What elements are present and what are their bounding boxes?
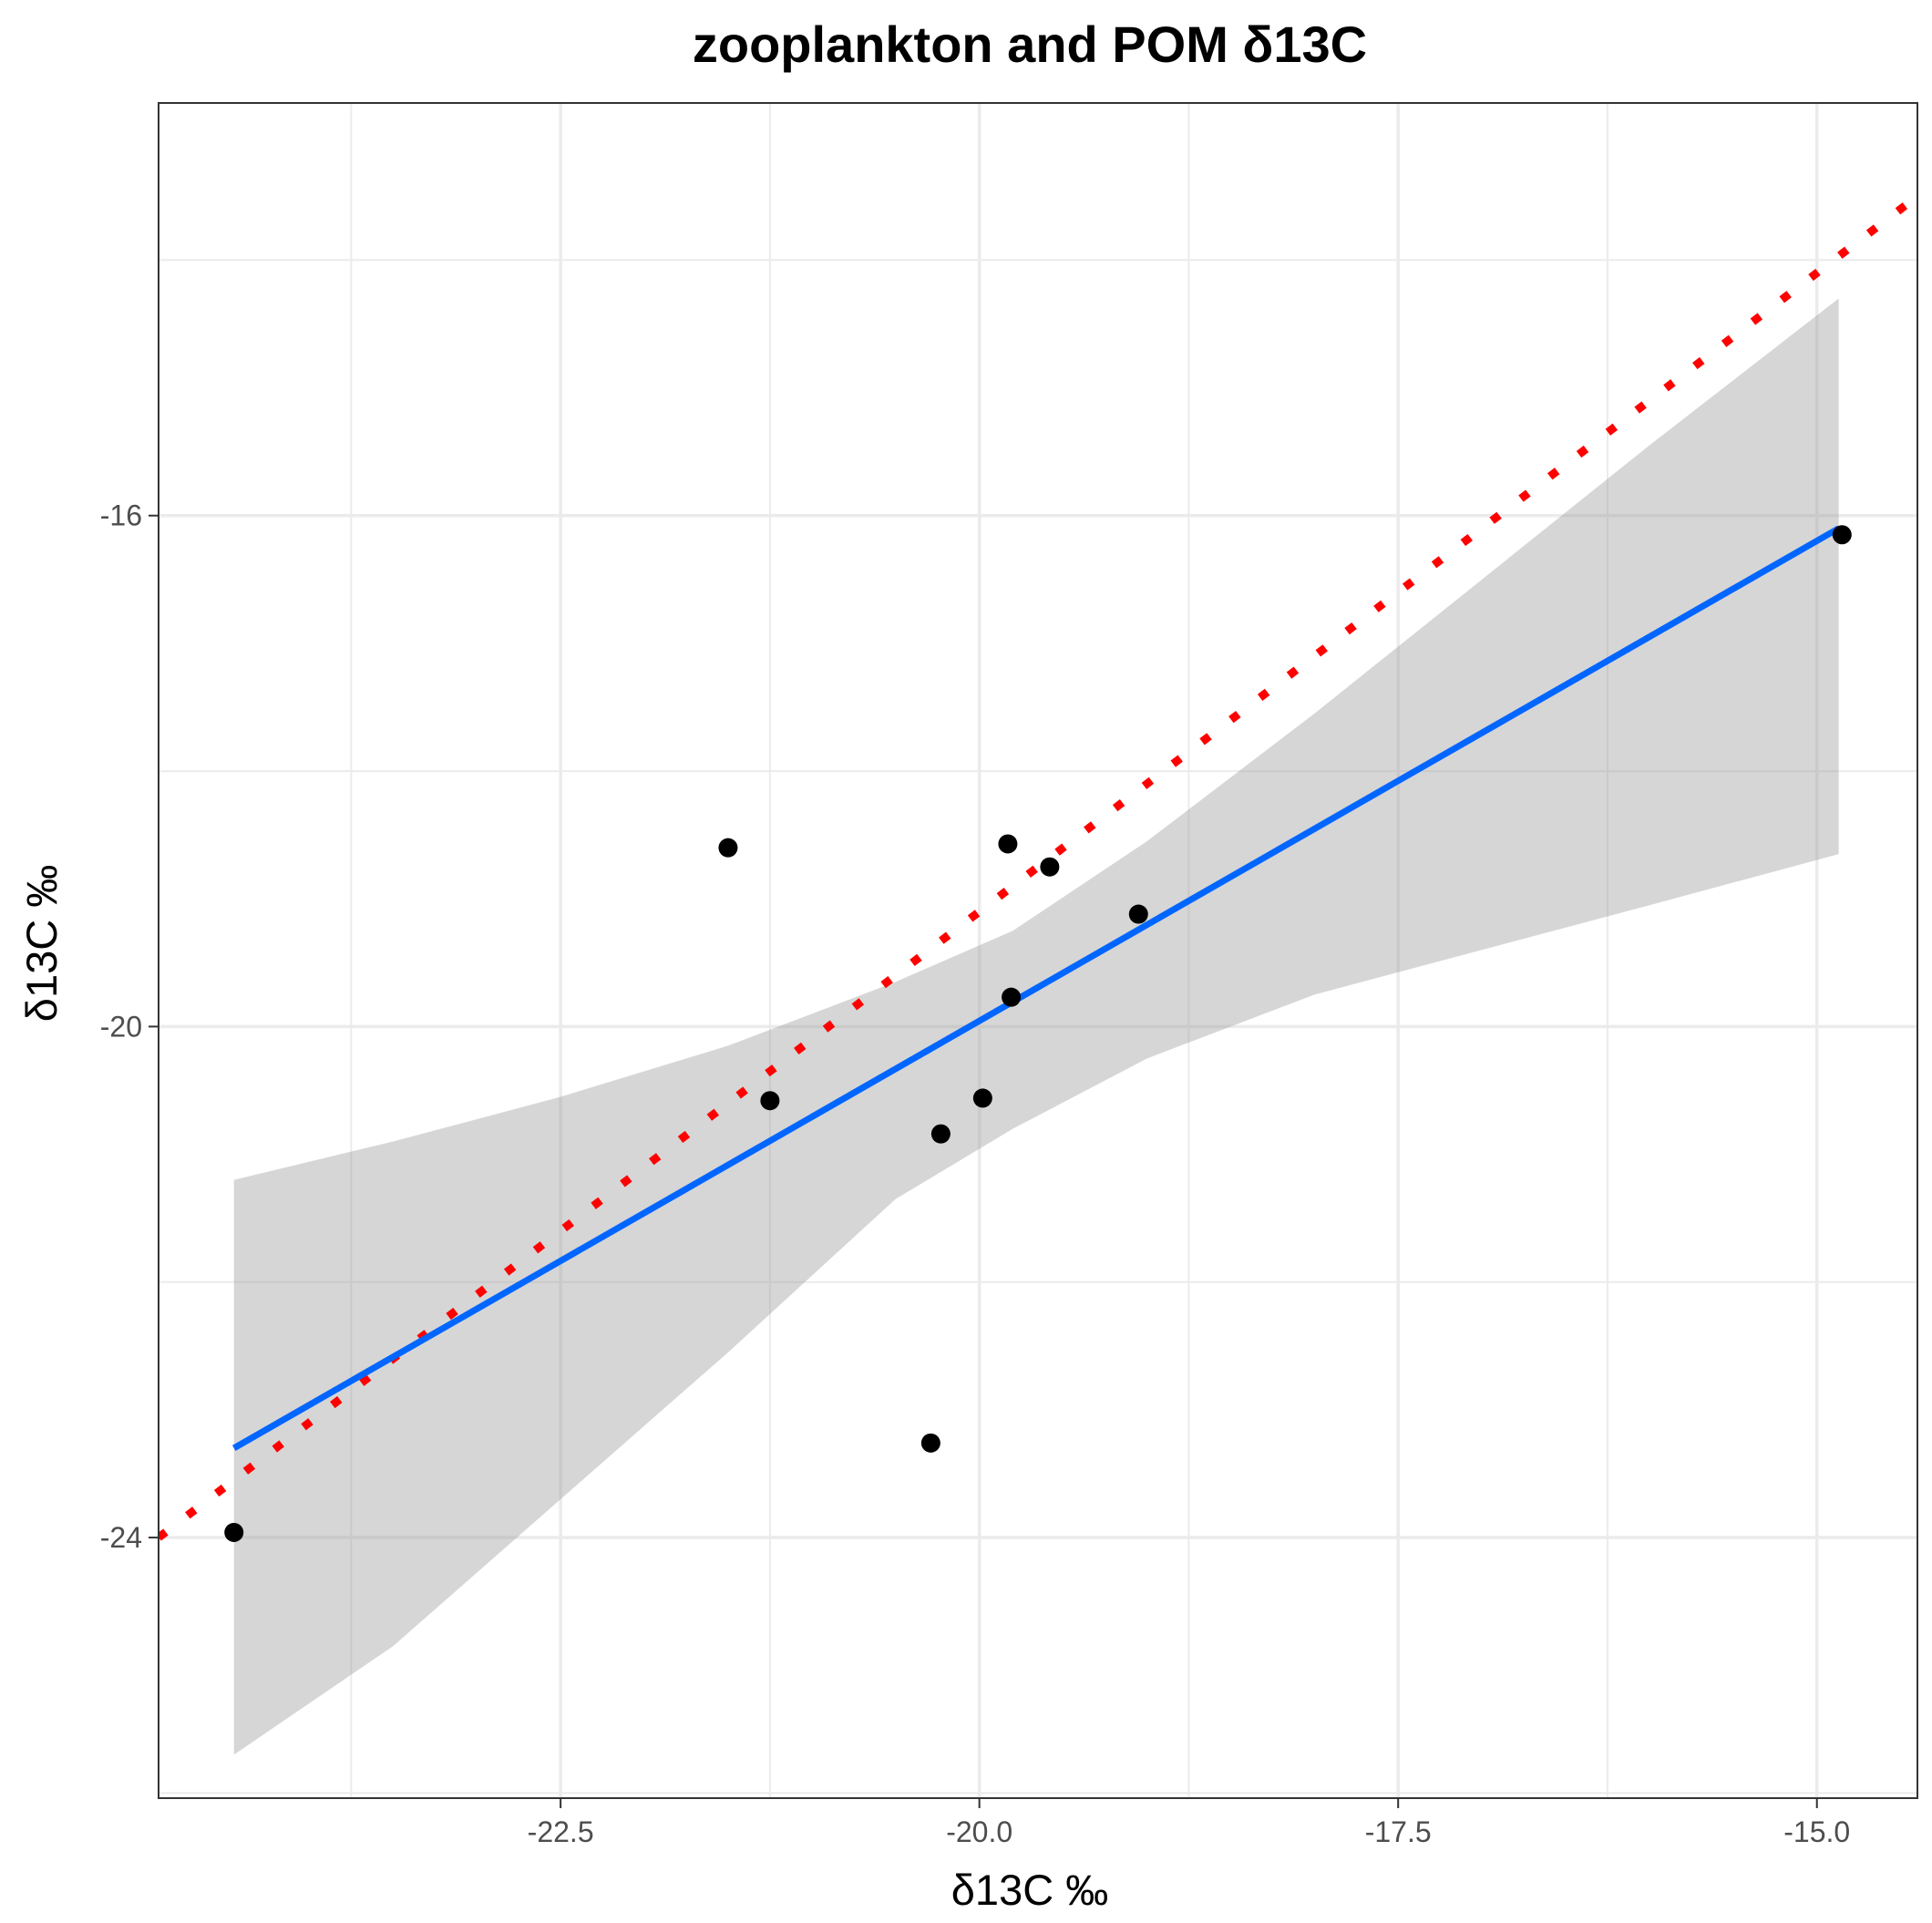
x-tick-label: -20.0 (946, 1815, 1012, 1848)
confidence-band-layer (233, 298, 1839, 1755)
data-point (972, 1088, 992, 1108)
x-tick-label: -17.5 (1365, 1815, 1432, 1848)
major-gridlines (159, 103, 1917, 1798)
chart-title: zooplankton and POM δ13C (693, 15, 1367, 73)
x-axis-title: δ13C ‰ (951, 1866, 1108, 1914)
data-point (998, 834, 1018, 854)
x-axis-ticks: -22.5 -20.0 -17.5 -15.0 (528, 1798, 1850, 1848)
reference-line-layer (159, 192, 1917, 1541)
y-axis-ticks: -24 -20 -16 (100, 499, 159, 1554)
data-points (224, 525, 1852, 1542)
data-point (760, 1091, 780, 1111)
x-tick-label: -15.0 (1783, 1815, 1850, 1848)
reference-line (159, 192, 1917, 1541)
x-tick-label: -22.5 (528, 1815, 594, 1848)
y-tick-label: -20 (100, 1010, 142, 1043)
regression-line (231, 525, 1841, 1451)
plot-panel-border (158, 102, 1918, 1799)
minor-gridlines (159, 103, 1917, 1798)
data-point (224, 1522, 244, 1542)
data-point (1040, 857, 1060, 877)
y-tick-label: -24 (100, 1521, 142, 1554)
data-point (718, 838, 738, 858)
data-point (1002, 987, 1022, 1007)
regression-line-layer (231, 525, 1841, 1451)
data-point (1832, 525, 1852, 545)
y-tick-label: -16 (100, 499, 142, 532)
data-point (930, 1124, 951, 1144)
data-point (920, 1433, 940, 1453)
y-axis-title: δ13C ‰ (17, 865, 66, 1022)
data-point (1128, 904, 1148, 924)
confidence-band (233, 298, 1839, 1755)
